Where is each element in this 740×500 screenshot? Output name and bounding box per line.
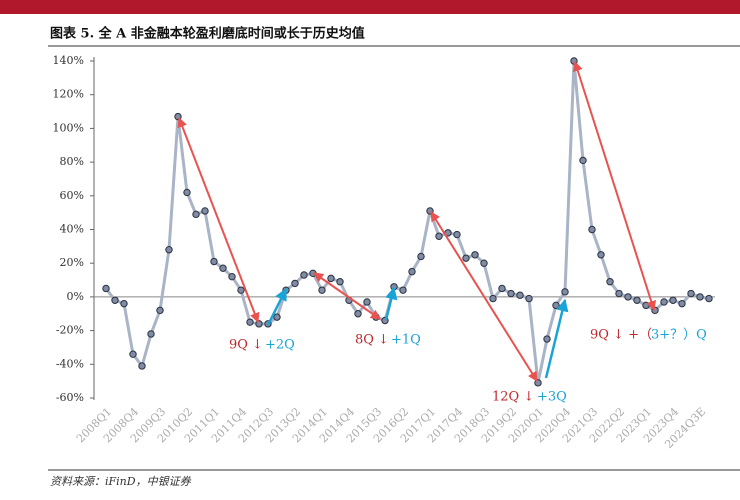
data-point (642, 301, 650, 310)
data-point (165, 246, 173, 254)
data-point (669, 296, 677, 304)
data-point (516, 291, 524, 299)
data-point (354, 310, 362, 318)
data-point (453, 230, 461, 239)
y-tick-label: 60% (60, 189, 84, 202)
annotation: 3+？）Q (651, 328, 707, 343)
data-point (561, 288, 569, 296)
top-band (0, 0, 740, 14)
annotation: +3Q (537, 390, 567, 405)
y-tick-label: 100% (53, 121, 84, 134)
arrow (384, 286, 398, 321)
arrow (266, 287, 288, 326)
data-point (120, 299, 128, 308)
data-point (507, 289, 515, 298)
arrows (177, 61, 657, 382)
data-point (129, 350, 137, 358)
chart-title: 图表 5. 全 A 非金融本轮盈利磨底时间或长于历史均值 (50, 26, 365, 42)
y-tick-label: 120% (53, 88, 84, 101)
y-tick-label: 0% (67, 290, 84, 303)
y-tick-label: -60% (56, 391, 84, 404)
arrow (430, 211, 538, 382)
data-point (687, 289, 695, 298)
data-point (327, 274, 335, 283)
data-point (579, 156, 587, 165)
data-point (192, 210, 200, 219)
data-point (597, 251, 605, 259)
y-tick-label: 20% (60, 256, 84, 269)
data-point (462, 254, 470, 262)
data-point (705, 294, 713, 303)
arrow (177, 117, 260, 323)
data-point (183, 188, 191, 197)
data-point (300, 271, 308, 279)
data-point (237, 286, 245, 294)
annotations: 9Q ↓ +2Q 8Q ↓ +1Q 12Q ↓ +3Q 9Q ↓ +（ 3+？）… (229, 328, 707, 405)
data-point (219, 264, 227, 272)
y-tick-label: -20% (56, 324, 84, 337)
data-point (633, 296, 641, 304)
data-point (417, 252, 425, 261)
data-point (246, 318, 254, 326)
data-point (228, 272, 236, 281)
data-point (408, 267, 416, 276)
y-tick-label: 80% (60, 155, 84, 168)
data-point (543, 335, 551, 343)
data-point (147, 330, 155, 338)
data-point (210, 257, 218, 266)
annotation: +2Q (265, 338, 295, 353)
data-point (498, 284, 506, 293)
y-tick-label: -40% (56, 357, 84, 370)
data-point (660, 298, 668, 306)
annotation: +1Q (391, 333, 421, 348)
data-point (363, 298, 371, 306)
data-point (336, 278, 344, 286)
y-tick-label: 40% (60, 223, 84, 236)
data-point (552, 301, 560, 310)
annotation: 9Q ↓ +（ (590, 328, 652, 343)
annotation: 9Q ↓ (229, 338, 263, 353)
data-point (156, 306, 164, 315)
data-point (624, 293, 632, 301)
data-point (525, 294, 533, 303)
source: 资料来源：iFinD，中银证券 (50, 475, 192, 488)
data-point (201, 207, 209, 215)
data-point (606, 278, 614, 286)
data-point (696, 293, 704, 301)
annotation: 8Q ↓ (355, 333, 389, 348)
arrow (313, 272, 381, 320)
data-point (255, 320, 263, 328)
data-point (588, 225, 596, 234)
plot: -60%-40%-20%0%20%40%60%80%100%120%140%20… (53, 54, 715, 451)
annotation: 12Q ↓ (492, 390, 534, 405)
data-point (111, 296, 119, 304)
arrow (572, 61, 657, 311)
data-point (489, 294, 497, 303)
data-point (318, 286, 326, 294)
data-point (102, 284, 110, 293)
arrow (544, 298, 569, 379)
data-point (291, 279, 299, 288)
data-point (678, 299, 686, 308)
data-point (273, 313, 281, 321)
data-point (435, 232, 443, 240)
data-point (399, 286, 407, 294)
data-point (138, 362, 146, 370)
data-point (480, 259, 488, 267)
data-point (471, 251, 479, 259)
y-tick-label: 140% (53, 54, 84, 67)
data-point (615, 289, 623, 298)
